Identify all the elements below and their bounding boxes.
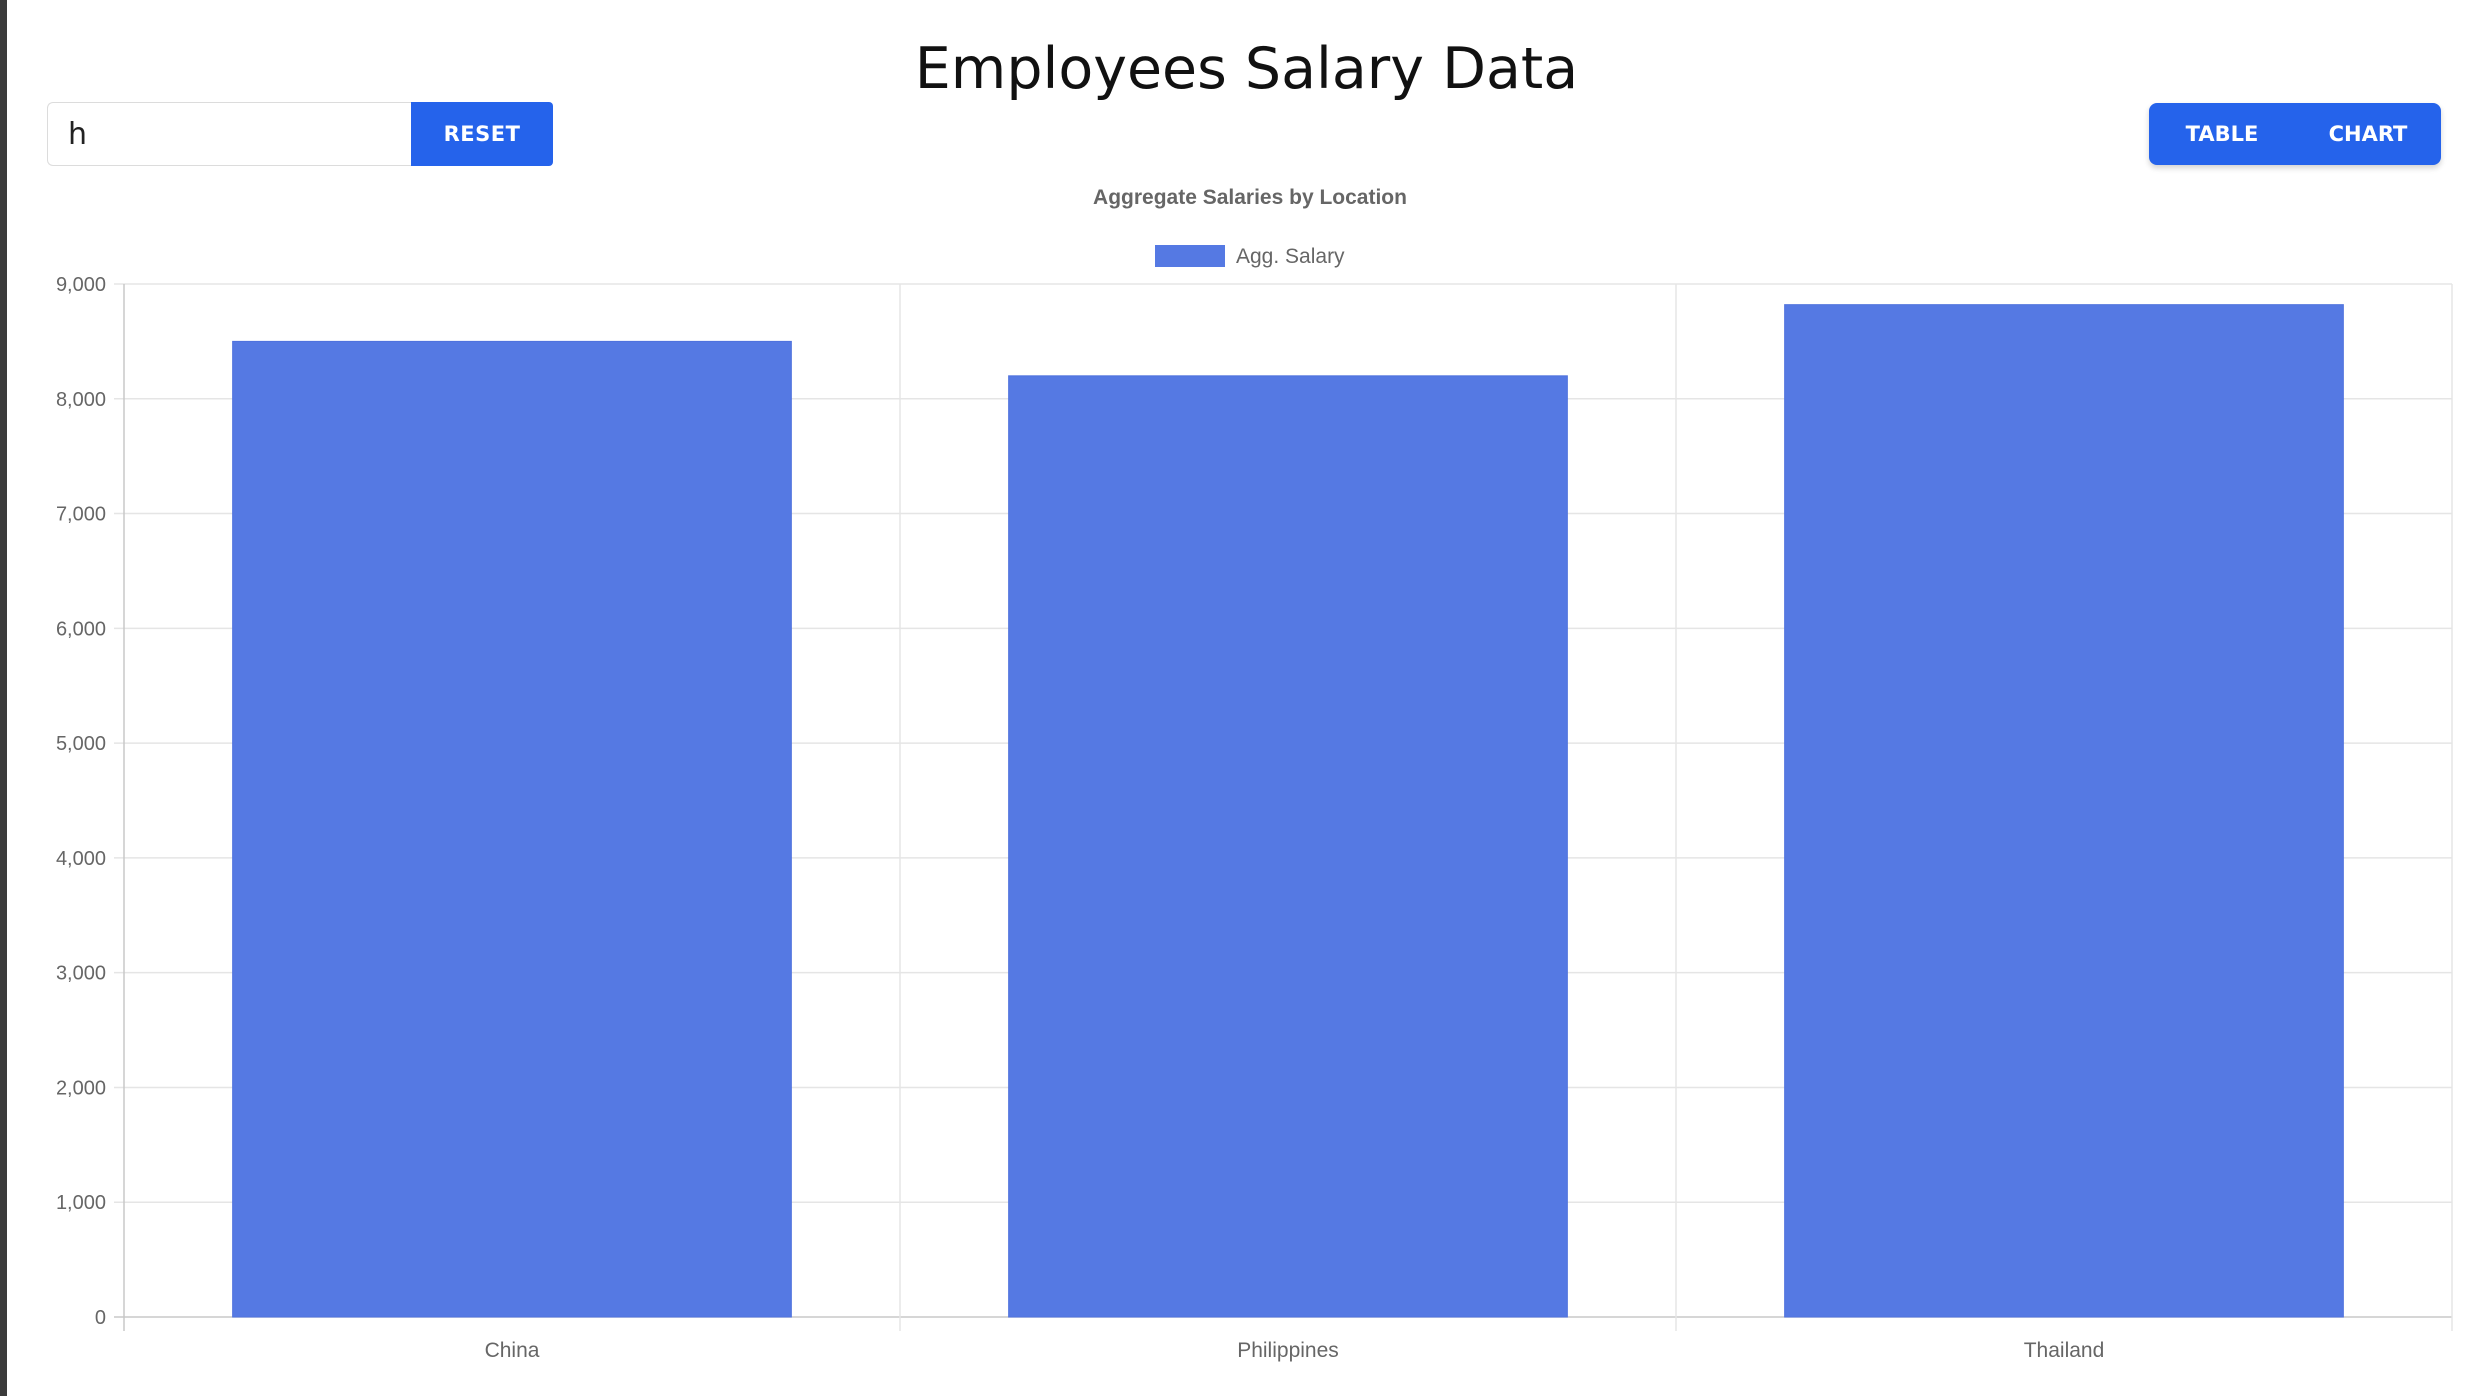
y-axis-ticks: 0 1,000 2,000 3,000 4,000 5,000 6,000 7,000 8,00… [56, 274, 106, 1329]
x-axis-ticks: China Philippines Thailand [485, 1339, 2105, 1362]
reset-button[interactable]: RESET [411, 102, 553, 166]
y-tick-label: 0 [95, 1307, 106, 1329]
table-view-button[interactable]: TABLE [2149, 103, 2295, 165]
view-toggle-group: TABLE CHART [2149, 103, 2441, 165]
x-tick-label: Philippines [1237, 1339, 1339, 1362]
chart-legend[interactable]: Agg. Salary [1155, 245, 1345, 268]
chart-view-button[interactable]: CHART [2295, 103, 2441, 165]
bar-philippines[interactable] [1008, 375, 1568, 1318]
y-tick-label: 4,000 [56, 848, 106, 870]
y-tick-label: 6,000 [56, 618, 106, 640]
legend-label: Agg. Salary [1236, 245, 1345, 268]
y-tick-label: 8,000 [56, 389, 106, 411]
bar-thailand[interactable] [1784, 304, 2344, 1318]
window-left-edge [0, 0, 7, 1396]
x-tick-label: Thailand [2024, 1339, 2105, 1362]
chart-bars [232, 304, 2344, 1318]
chart-title: Aggregate Salaries by Location [1093, 186, 1407, 209]
y-tick-label: 5,000 [56, 733, 106, 755]
y-tick-label: 2,000 [56, 1077, 106, 1099]
y-tick-label: 3,000 [56, 963, 106, 985]
x-tick-label: China [485, 1339, 540, 1362]
filter-group: RESET [47, 102, 553, 166]
y-tick-label: 1,000 [56, 1192, 106, 1214]
filter-input[interactable] [47, 102, 411, 166]
bar-china[interactable] [232, 340, 792, 1318]
page-title: Employees Salary Data [914, 36, 1579, 102]
y-tick-label: 7,000 [56, 504, 106, 526]
y-tick-label: 9,000 [56, 274, 106, 296]
legend-swatch [1155, 245, 1225, 267]
